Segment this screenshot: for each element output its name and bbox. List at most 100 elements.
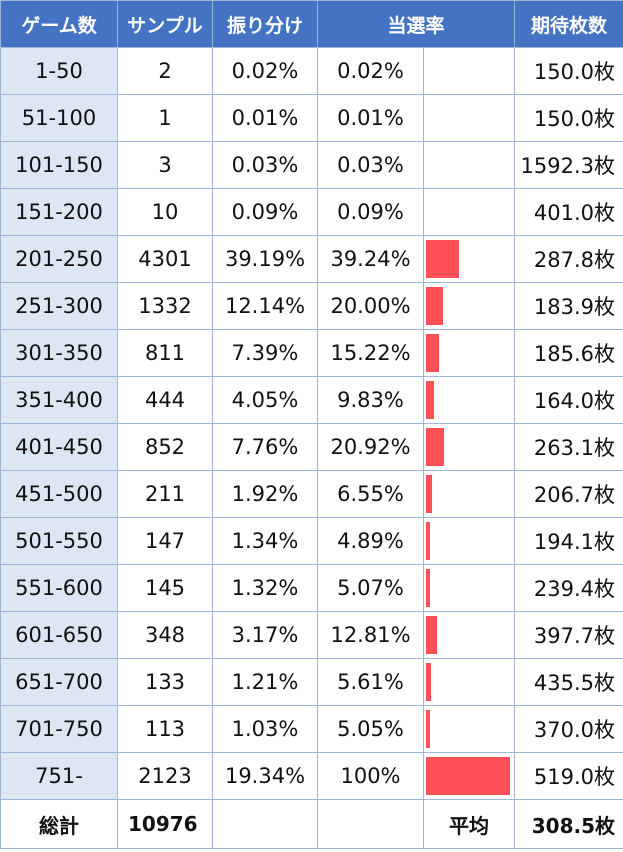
win-rate-cell: 15.22% <box>317 329 424 377</box>
range-cell: 251-300 <box>0 282 118 330</box>
range-cell: 551-600 <box>0 564 118 612</box>
range-cell: 51-100 <box>0 94 118 142</box>
range-cell: 451-500 <box>0 470 118 518</box>
distribution-cell: 1.32% <box>212 564 318 612</box>
expected-coins-cell: 1592.3枚 <box>514 141 623 189</box>
table-row: 51-100 1 0.01% 0.01% 150.0枚 <box>0 94 623 142</box>
win-rate-bar-cell <box>422 517 516 565</box>
expected-coins-cell: 185.6枚 <box>514 329 623 377</box>
samples-cell: 133 <box>117 658 213 706</box>
samples-cell: 211 <box>117 470 213 518</box>
win-rate-bar-cell <box>422 705 516 753</box>
samples-cell: 1332 <box>117 282 213 330</box>
samples-cell: 147 <box>117 517 213 565</box>
distribution-cell: 12.14% <box>212 282 318 330</box>
samples-cell: 444 <box>117 376 213 424</box>
win-rate-cell: 20.00% <box>317 282 424 330</box>
samples-cell: 3 <box>117 141 213 189</box>
win-rate-bar <box>426 428 444 466</box>
distribution-cell: 0.03% <box>212 141 318 189</box>
expected-coins-cell: 239.4枚 <box>514 564 623 612</box>
samples-cell: 1 <box>117 94 213 142</box>
distribution-cell: 39.19% <box>212 235 318 283</box>
table-row: 551-600 145 1.32% 5.07% 239.4枚 <box>0 564 623 612</box>
expected-coins-cell: 150.0枚 <box>514 47 623 95</box>
table-row: 701-750 113 1.03% 5.05% 370.0枚 <box>0 705 623 753</box>
table-row: 601-650 348 3.17% 12.81% 397.7枚 <box>0 611 623 659</box>
samples-cell: 348 <box>117 611 213 659</box>
win-rate-bar-cell <box>422 658 516 706</box>
win-rate-cell: 100% <box>317 752 424 800</box>
average-expected: 308.5枚 <box>514 799 623 849</box>
range-cell: 701-750 <box>0 705 118 753</box>
table-row: 1-50 2 0.02% 0.02% 150.0枚 <box>0 47 623 95</box>
win-rate-bar <box>426 757 510 795</box>
win-rate-bar <box>426 710 430 748</box>
samples-cell: 852 <box>117 423 213 471</box>
win-rate-cell: 5.61% <box>317 658 424 706</box>
range-cell: 101-150 <box>0 141 118 189</box>
header-games: ゲーム数 <box>0 0 118 48</box>
win-rate-bar-cell <box>422 94 516 142</box>
win-rate-bar-cell <box>422 564 516 612</box>
win-rate-bar-cell <box>422 376 516 424</box>
win-rate-cell: 0.01% <box>317 94 424 142</box>
distribution-cell: 0.01% <box>212 94 318 142</box>
range-cell: 151-200 <box>0 188 118 236</box>
expected-coins-cell: 287.8枚 <box>514 235 623 283</box>
range-cell: 351-400 <box>0 376 118 424</box>
win-rate-bar-cell <box>422 329 516 377</box>
expected-coins-cell: 370.0枚 <box>514 705 623 753</box>
win-rate-bar-cell <box>422 611 516 659</box>
expected-coins-cell: 435.5枚 <box>514 658 623 706</box>
table-row: 751- 2123 19.34% 100% 519.0枚 <box>0 752 623 800</box>
win-rate-cell: 0.09% <box>317 188 424 236</box>
table-row: 301-350 811 7.39% 15.22% 185.6枚 <box>0 329 623 377</box>
range-cell: 401-450 <box>0 423 118 471</box>
range-cell: 301-350 <box>0 329 118 377</box>
win-rate-bar <box>426 334 439 372</box>
distribution-cell: 7.39% <box>212 329 318 377</box>
range-cell: 201-250 <box>0 235 118 283</box>
samples-cell: 4301 <box>117 235 213 283</box>
distribution-cell: 1.03% <box>212 705 318 753</box>
win-rate-cell: 4.89% <box>317 517 424 565</box>
table-row: 401-450 852 7.76% 20.92% 263.1枚 <box>0 423 623 471</box>
total-samples: 10976 <box>117 799 213 849</box>
range-cell: 651-700 <box>0 658 118 706</box>
table-row: 651-700 133 1.21% 5.61% 435.5枚 <box>0 658 623 706</box>
win-rate-bar <box>426 663 431 701</box>
header-win-rate: 当選率 <box>316 0 516 48</box>
distribution-cell: 4.05% <box>212 376 318 424</box>
win-rate-cell: 0.02% <box>317 47 424 95</box>
win-rate-bar <box>426 522 430 560</box>
expected-coins-cell: 401.0枚 <box>514 188 623 236</box>
win-rate-bar-cell <box>422 47 516 95</box>
header-distribution: 振り分け <box>212 0 318 48</box>
distribution-cell: 19.34% <box>212 752 318 800</box>
win-rate-bar-cell <box>422 235 516 283</box>
win-rate-bar <box>426 616 437 654</box>
win-rate-bar-cell <box>422 752 516 800</box>
win-rate-bar <box>426 569 430 607</box>
win-rate-bar <box>426 240 459 278</box>
expected-coins-cell: 397.7枚 <box>514 611 623 659</box>
win-rate-bar <box>426 475 432 513</box>
average-label: 平均 <box>422 799 516 849</box>
header-expected: 期待枚数 <box>514 0 623 48</box>
samples-cell: 2123 <box>117 752 213 800</box>
samples-cell: 113 <box>117 705 213 753</box>
win-rate-bar-cell <box>422 423 516 471</box>
range-cell: 751- <box>0 752 118 800</box>
samples-cell: 10 <box>117 188 213 236</box>
distribution-cell: 1.34% <box>212 517 318 565</box>
total-label: 総計 <box>0 799 118 849</box>
win-rate-bar-cell <box>422 470 516 518</box>
footer-empty-rate <box>317 799 424 849</box>
win-rate-cell: 5.05% <box>317 705 424 753</box>
expected-coins-cell: 263.1枚 <box>514 423 623 471</box>
win-rate-bar <box>426 287 443 325</box>
samples-cell: 145 <box>117 564 213 612</box>
expected-coins-cell: 183.9枚 <box>514 282 623 330</box>
